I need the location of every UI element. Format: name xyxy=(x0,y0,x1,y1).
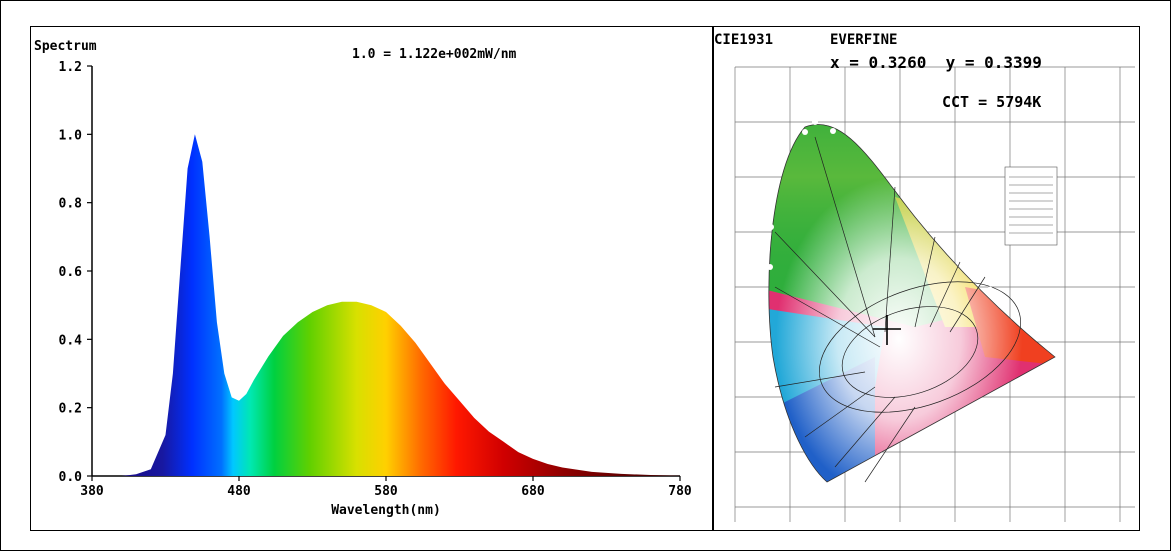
spectrum-ticks: 0.0 0.2 0.4 0.6 0.8 1.0 1.2 380 480 580 680 780 xyxy=(59,60,692,499)
x-tick-label: 580 xyxy=(374,484,398,499)
spectral-locus xyxy=(768,124,1056,483)
x-tick-label: 680 xyxy=(521,484,545,499)
y-tick-label: 1.0 xyxy=(59,128,83,143)
x-axis-label: Wavelength(nm) xyxy=(331,503,441,518)
panel-divider xyxy=(712,26,714,530)
cct-label: CCT = 5794K xyxy=(942,93,1042,111)
y-tick-label: 0.4 xyxy=(59,333,83,348)
cie-standard-label: CIE1931 xyxy=(714,32,774,48)
scale-note: 1.0 = 1.122e+002mW/nm xyxy=(352,47,517,62)
cie-gamut xyxy=(768,124,1055,483)
cie-diagram xyxy=(734,66,1135,522)
locus-markers xyxy=(767,119,993,292)
source-legend xyxy=(1004,166,1058,246)
spectrum-area xyxy=(92,134,680,477)
brand-label: EVERFINE xyxy=(830,32,898,48)
x-tick-label: 780 xyxy=(668,484,692,499)
y-tick-label: 0.0 xyxy=(59,470,83,485)
chromaticity-coordinates: x = 0.3260 y = 0.3399 xyxy=(830,53,1042,72)
chart-title: Spectrum xyxy=(34,39,97,54)
chromaticity-crosshair xyxy=(873,315,901,345)
x-tick-label: 380 xyxy=(80,484,104,499)
y-tick-label: 0.8 xyxy=(59,197,83,212)
figure-panel xyxy=(30,26,1140,531)
y-tick-label: 0.2 xyxy=(59,402,82,417)
cie-region-lines xyxy=(774,136,1021,483)
y-tick-label: 1.2 xyxy=(59,60,82,75)
x-tick-label: 480 xyxy=(227,484,251,499)
y-tick-label: 0.6 xyxy=(59,265,83,280)
spectrum-chart: 0.0 0.2 0.4 0.6 0.8 1.0 1.2 380 480 580 680 780 Spe… xyxy=(34,39,692,518)
